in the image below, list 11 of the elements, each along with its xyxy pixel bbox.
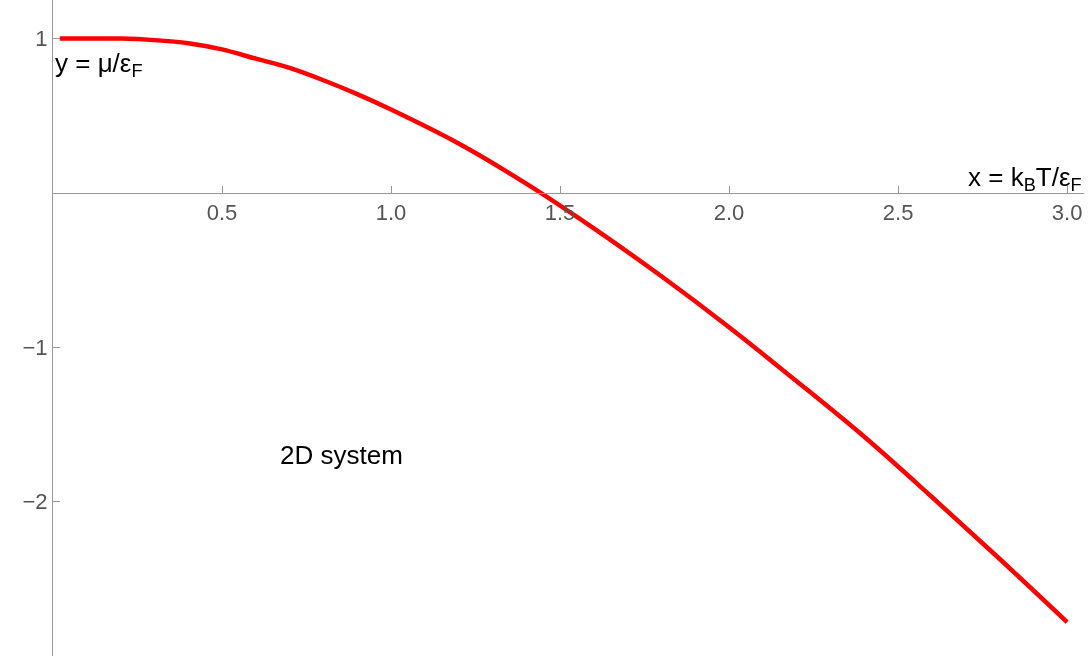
x-tick-label: 2.5 bbox=[882, 200, 914, 226]
y-tick-label: −1 bbox=[22, 334, 48, 360]
annotation: 2D system bbox=[280, 440, 403, 470]
x-tick-label: 3.0 bbox=[1051, 200, 1083, 226]
x-tick-label: 2.0 bbox=[713, 200, 745, 226]
x-tick-label: 1.0 bbox=[375, 200, 407, 226]
y-tick-label: −2 bbox=[22, 489, 48, 515]
x-axis-title: x = k$_{B}$T/ε$_{F}$ bbox=[968, 162, 1082, 196]
x-tick-label: 0.5 bbox=[206, 200, 238, 226]
y-axis-title: y = μ/ε$_{F}$ bbox=[55, 48, 143, 82]
y-tick-label: 1 bbox=[35, 26, 48, 52]
